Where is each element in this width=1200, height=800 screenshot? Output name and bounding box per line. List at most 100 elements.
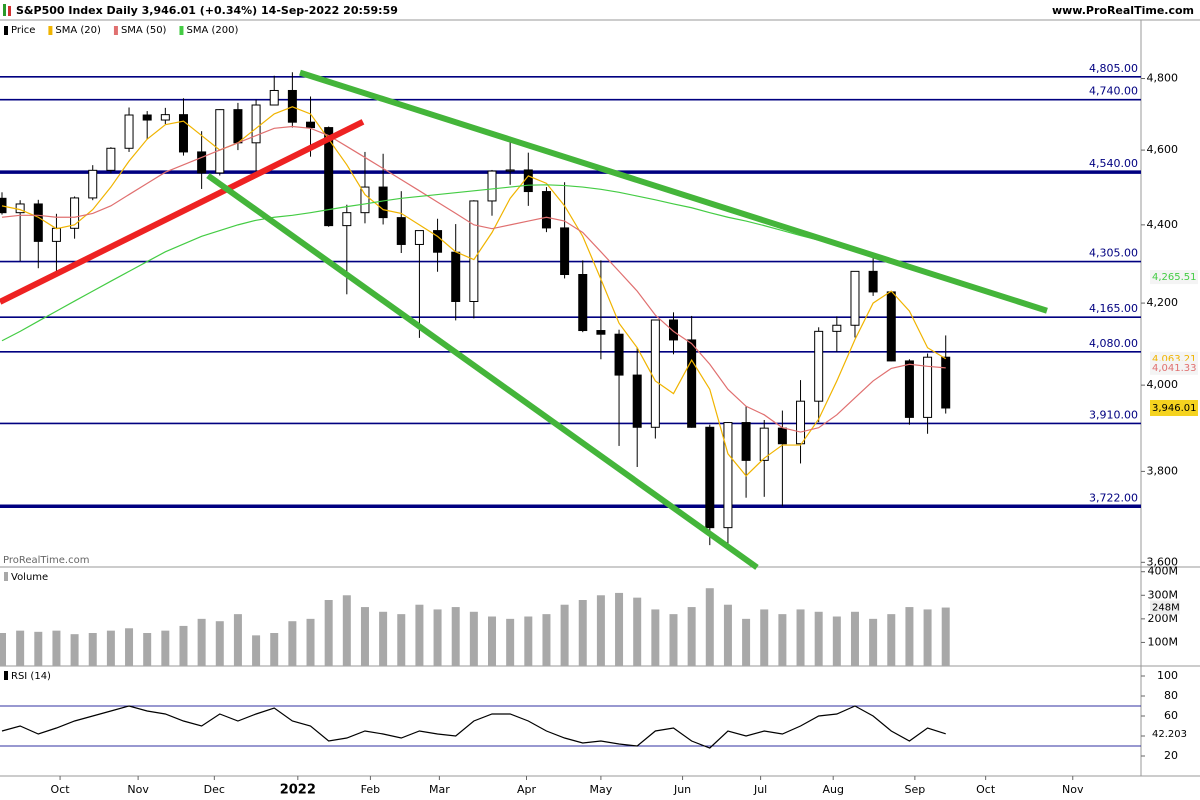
volume-bar [125,628,134,666]
legend-label: SMA (20) [55,25,101,36]
volume-bar [687,607,696,666]
last-value-label: 42.203 [1152,729,1187,740]
legend-label: Volume [11,572,48,583]
level-label: 4,805.00 [1089,62,1138,75]
last-value-label: 4,041.33 [1152,363,1197,374]
candle-body [814,330,824,402]
level-label: 4,540.00 [1089,157,1138,170]
candle-body [396,217,406,245]
legend-swatch [179,26,184,35]
x-tick-label: Dec [204,783,225,796]
app-icon [3,4,6,16]
volume-bar [88,633,97,666]
volume-bar [342,595,351,666]
candle-body [215,109,225,174]
trendline [206,173,759,570]
x-tick-label: 2022 [280,783,316,798]
last-value-label: 4,265.51 [1152,272,1197,283]
candle-body [160,114,170,121]
volume-bar [34,631,43,666]
last-value-label: 4,063.21 [1152,354,1197,365]
y-tick-label: 80 [1164,689,1178,702]
legend-swatch [4,26,8,35]
candle-body [451,251,461,302]
volume-bar [796,609,805,666]
legend-label: SMA (200) [186,25,238,36]
volume-bar [705,588,714,666]
volume-bar [197,618,206,666]
volume-bar [524,616,533,666]
sma-line [1,184,946,342]
x-tick-label: Oct [51,783,71,796]
sma-line [1,106,947,477]
candle-body [433,230,443,253]
volume-bar [923,609,932,666]
candle-body [142,114,152,121]
candle-body [741,422,751,461]
candle-body [614,333,624,376]
candle-body [777,427,787,445]
candle-body [414,230,424,245]
level-label: 4,165.00 [1089,302,1138,315]
y-tick-label: 100 [1157,669,1178,682]
volume-bar [651,609,660,666]
x-tick-label: Mar [429,783,450,796]
candle-body [197,151,207,174]
volume-bar [869,618,878,666]
x-tick-label: Sep [905,783,926,796]
x-tick-label: May [590,783,613,796]
candle-body [723,422,733,529]
x-tick-label: Nov [1062,783,1084,796]
y-tick-label: 200M [1148,612,1179,625]
level-label: 3,722.00 [1089,491,1138,504]
x-tick-label: Apr [517,783,537,796]
volume-bar [252,635,261,666]
volume-bar [379,611,388,666]
candle-body [88,169,98,199]
volume-bar [415,604,424,666]
candle-body [668,319,678,341]
volume-bar [615,592,624,666]
volume-bar [542,614,551,666]
x-tick-label: Nov [127,783,149,796]
level-label: 4,080.00 [1089,337,1138,350]
last-value-label: 248M [1152,603,1180,614]
candle-body [469,200,479,302]
candle-body [886,291,896,362]
candle-body [324,127,334,227]
volume-bar [233,614,242,666]
volume-bar [742,618,751,666]
candle-body [632,374,642,428]
volume-bar [270,633,279,666]
last-value-label: 3,946.01 [1152,403,1197,414]
volume-bar [760,609,769,666]
candle-body [106,147,116,171]
x-tick-label: Aug [822,783,843,796]
candle-body [759,427,769,461]
legend-label: SMA (50) [121,25,167,36]
candle-body [596,330,606,335]
y-tick-label: 20 [1164,749,1178,762]
x-tick-label: Jul [753,783,767,796]
candle-body [705,426,715,529]
x-tick-label: Feb [361,783,380,796]
volume-bar [850,611,859,666]
last-value-tag [1150,600,1180,615]
candle-body [33,203,43,242]
y-tick-label: 4,000 [1147,378,1179,391]
legend-label: Price [11,25,35,36]
volume-bar [70,634,79,666]
volume-bar [578,600,587,666]
last-value-tag [1150,360,1198,375]
last-value-tag [1150,270,1198,285]
candle-body [251,104,261,144]
volume-bar [778,614,787,666]
volume-bar [433,609,442,666]
candle-body [505,169,515,172]
volume-bar [397,614,406,666]
volume-bar [469,611,478,666]
candle-body [796,400,806,445]
volume-bar [143,633,152,666]
